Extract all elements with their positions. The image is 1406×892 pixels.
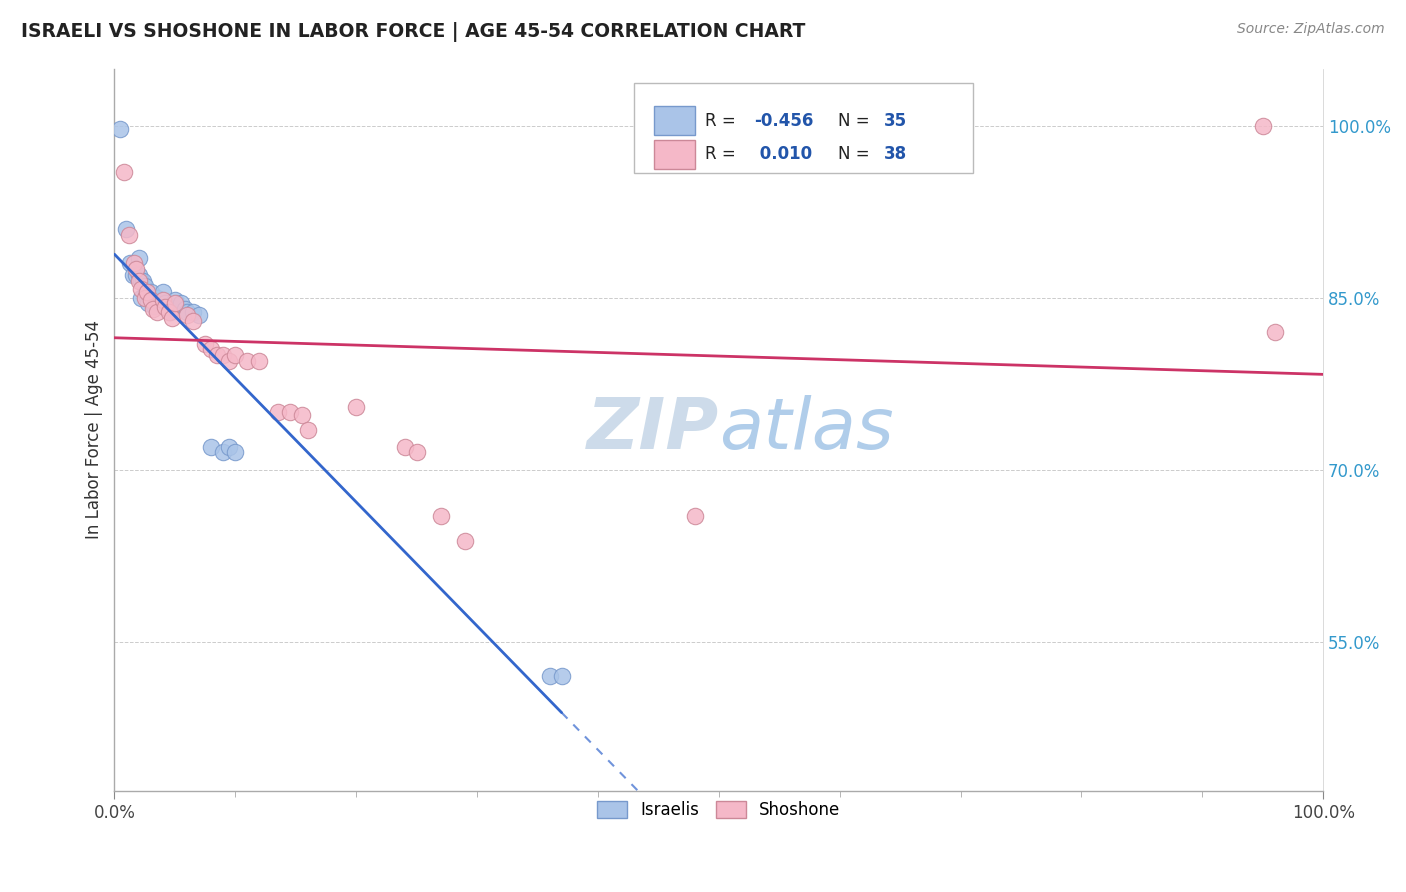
Point — [159, 304, 181, 318]
Point — [212, 348, 235, 362]
Point — [129, 274, 152, 288]
Point — [152, 293, 174, 307]
Point — [142, 293, 165, 307]
Point — [132, 274, 155, 288]
Point — [205, 348, 228, 362]
Point — [1251, 119, 1274, 133]
Text: ZIP: ZIP — [586, 395, 718, 464]
Point — [129, 291, 152, 305]
Point — [278, 405, 301, 419]
Text: R =: R = — [706, 145, 741, 163]
Point — [110, 122, 132, 136]
Point — [266, 405, 288, 419]
Point — [394, 440, 416, 454]
Point — [157, 304, 180, 318]
Point — [454, 533, 477, 548]
Point — [121, 268, 143, 282]
Point — [224, 348, 246, 362]
Point — [118, 227, 141, 242]
Point — [550, 669, 572, 683]
Point — [152, 285, 174, 299]
FancyBboxPatch shape — [654, 140, 695, 169]
Point — [170, 296, 193, 310]
Point — [683, 508, 706, 523]
Point — [163, 293, 186, 307]
Point — [143, 299, 166, 313]
Point — [136, 291, 159, 305]
Point — [297, 423, 319, 437]
Point — [236, 353, 259, 368]
Point — [136, 285, 159, 299]
Text: N =: N = — [838, 145, 876, 163]
Text: 0.010: 0.010 — [754, 145, 811, 163]
Point — [153, 300, 176, 314]
Point — [162, 311, 184, 326]
Text: ISRAELI VS SHOSHONE IN LABOR FORCE | AGE 45-54 CORRELATION CHART: ISRAELI VS SHOSHONE IN LABOR FORCE | AGE… — [21, 22, 806, 42]
Point — [194, 336, 217, 351]
Point — [218, 353, 240, 368]
Point — [134, 291, 156, 305]
Point — [115, 222, 138, 236]
Point — [156, 302, 179, 317]
Point — [224, 445, 246, 459]
Point — [200, 440, 222, 454]
Point — [163, 296, 186, 310]
Text: N =: N = — [838, 112, 876, 129]
Point — [136, 296, 159, 310]
Text: 35: 35 — [884, 112, 907, 129]
Point — [112, 164, 135, 178]
Point — [188, 308, 211, 322]
Point — [218, 440, 240, 454]
Point — [135, 285, 157, 299]
Y-axis label: In Labor Force | Age 45-54: In Labor Force | Age 45-54 — [86, 320, 103, 539]
Text: R =: R = — [706, 112, 741, 129]
Point — [129, 282, 152, 296]
Point — [291, 408, 314, 422]
Point — [405, 445, 427, 459]
Point — [139, 285, 162, 299]
FancyBboxPatch shape — [654, 106, 695, 135]
Point — [128, 251, 150, 265]
Point — [429, 508, 451, 523]
Point — [134, 279, 156, 293]
Point — [145, 304, 167, 318]
Point — [176, 304, 198, 318]
Point — [128, 268, 150, 282]
Text: -0.456: -0.456 — [754, 112, 813, 129]
Point — [249, 353, 271, 368]
Point — [122, 256, 145, 270]
Text: atlas: atlas — [718, 395, 893, 464]
Point — [145, 291, 167, 305]
Point — [139, 293, 162, 307]
Point — [120, 256, 142, 270]
Point — [200, 343, 222, 357]
Point — [142, 302, 165, 317]
Point — [125, 262, 148, 277]
Point — [148, 296, 170, 310]
Point — [173, 302, 195, 317]
Text: Source: ZipAtlas.com: Source: ZipAtlas.com — [1237, 22, 1385, 37]
Point — [181, 314, 204, 328]
Point — [128, 274, 150, 288]
Point — [212, 445, 235, 459]
FancyBboxPatch shape — [634, 83, 973, 173]
Point — [153, 296, 176, 310]
Point — [344, 400, 367, 414]
Point — [538, 669, 561, 683]
Point — [125, 268, 148, 282]
Text: 38: 38 — [884, 145, 907, 163]
Legend: Israelis, Shoshone: Israelis, Shoshone — [591, 794, 848, 826]
Point — [181, 304, 204, 318]
Point — [176, 308, 198, 322]
Point — [1264, 325, 1286, 339]
